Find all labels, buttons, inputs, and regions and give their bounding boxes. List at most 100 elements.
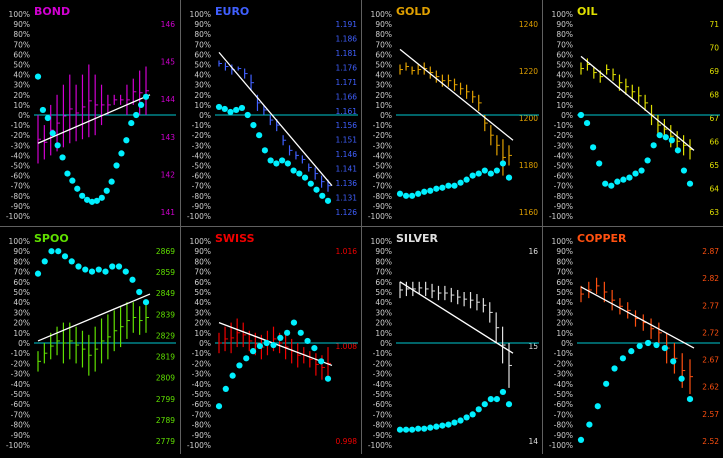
gold-pct-marker <box>499 160 507 167</box>
bond-trend-line <box>37 94 151 144</box>
bond-price-tick: 143 <box>161 133 176 142</box>
bond-title: BOND <box>34 5 70 18</box>
euro-price-tick: 1.136 <box>336 179 358 188</box>
gold-pct-marker <box>421 188 428 195</box>
silver-pct-tick: -50% <box>373 390 392 399</box>
spoo-pct-tick: 30% <box>13 308 30 317</box>
euro-pct-tick: -10% <box>192 121 211 130</box>
spoo-pct-tick: -60% <box>11 400 30 409</box>
oil-pct-tick: -90% <box>554 202 573 211</box>
bond-pct-marker <box>74 185 81 192</box>
gold-price-tick: 1160 <box>519 208 538 217</box>
copper-pct-marker <box>636 342 643 350</box>
oil-pct-tick: -100% <box>549 212 573 221</box>
euro-price-tick: 1.186 <box>336 34 358 43</box>
spoo-price-tick: 2859 <box>156 268 175 277</box>
euro-pct-tick: 100% <box>190 10 211 19</box>
oil-pct-marker <box>626 174 633 181</box>
oil-pct-tick: -10% <box>554 121 573 130</box>
silver-pct-marker <box>493 396 500 403</box>
copper-pct-marker <box>594 403 601 410</box>
gold-pct-tick: 0% <box>380 111 392 120</box>
copper-pct-marker <box>678 375 685 382</box>
copper-pct-marker <box>670 358 677 365</box>
gold-pct-marker <box>475 170 482 177</box>
euro-pct-tick: -30% <box>192 141 211 150</box>
silver-pct-marker <box>463 414 470 421</box>
copper-pct-tick: 40% <box>556 298 573 307</box>
spoo-price-tick: 2779 <box>156 437 175 446</box>
spoo-pct-marker <box>115 263 123 270</box>
oil-pct-marker <box>632 170 639 177</box>
bond-pct-marker <box>103 187 110 194</box>
silver-pct-marker <box>481 401 488 408</box>
bond-pct-marker <box>108 178 115 185</box>
spoo-pct-marker <box>109 263 116 270</box>
bond-pct-tick: -60% <box>11 172 30 181</box>
spoo-pct-marker <box>68 258 75 265</box>
swiss-pct-marker <box>290 319 298 326</box>
euro-pct-tick: 60% <box>194 50 211 59</box>
euro-pct-tick: -100% <box>187 212 211 221</box>
gold-pct-marker <box>439 184 446 191</box>
copper-pct-tick: 90% <box>556 247 573 256</box>
silver-pct-tick: 50% <box>375 288 392 297</box>
gold-pct-marker <box>433 185 440 192</box>
copper-pct-tick: 50% <box>556 288 573 297</box>
oil-pct-marker <box>674 147 681 154</box>
bond-pct-marker <box>118 150 125 157</box>
copper-price-tick: 2.57 <box>702 410 719 419</box>
euro-pct-marker <box>284 160 291 167</box>
silver-price-tick: 16 <box>528 247 538 256</box>
bond-pct-tick: -20% <box>11 131 30 140</box>
silver-pct-tick: -70% <box>373 410 392 419</box>
gold-pct-tick: 40% <box>375 71 392 80</box>
swiss-pct-tick: 0% <box>199 339 211 348</box>
silver-pct-tick: 80% <box>375 257 392 266</box>
silver-pct-marker <box>396 426 404 433</box>
gold-pct-marker <box>487 170 494 177</box>
gold-pct-marker <box>505 174 513 181</box>
copper-price-tick: 2.72 <box>702 328 719 337</box>
euro-pct-marker <box>221 105 228 113</box>
oil-pct-tick: -20% <box>554 131 573 140</box>
spoo-pct-tick: 40% <box>13 298 30 307</box>
swiss-pct-tick: -90% <box>192 431 211 440</box>
oil-price-tick: 70 <box>709 44 719 53</box>
gold-pct-tick: -30% <box>373 141 392 150</box>
spoo-pct-marker <box>88 268 96 275</box>
copper-pct-tick: -50% <box>554 390 573 399</box>
gold-pct-tick: -50% <box>373 162 392 171</box>
bond-pct-marker <box>133 111 140 119</box>
silver-pct-marker <box>439 422 446 429</box>
oil-pct-tick: -40% <box>554 151 573 160</box>
bond-pct-tick: 90% <box>13 20 30 29</box>
bond-price-tick: 142 <box>161 170 176 179</box>
spoo-price-tick: 2809 <box>156 374 175 383</box>
spoo-pct-tick: -10% <box>11 349 30 358</box>
spoo-price-tick: 2839 <box>156 310 175 319</box>
euro-pct-tick: -80% <box>192 192 211 201</box>
gold-pct-marker <box>481 167 488 174</box>
silver-pct-marker <box>415 425 422 432</box>
swiss-pct-tick: -20% <box>192 359 211 368</box>
copper-pct-tick: 0% <box>561 339 573 348</box>
oil-pct-marker <box>662 134 669 141</box>
gold-price-tick: 1240 <box>519 20 538 29</box>
euro-price-tick: 1.161 <box>336 107 358 116</box>
gold-pct-tick: 60% <box>375 50 392 59</box>
copper-pct-tick: -60% <box>554 400 573 409</box>
bond-pct-tick: -100% <box>6 212 30 221</box>
copper-pct-tick: 100% <box>552 237 573 246</box>
gold-trend-line <box>399 48 514 141</box>
spoo-pct-marker <box>55 248 62 255</box>
copper-pct-tick: -40% <box>554 380 573 389</box>
gold-pct-tick: -80% <box>373 192 392 201</box>
gold-pct-marker <box>493 167 500 174</box>
silver-pct-tick: -90% <box>373 431 392 440</box>
bond-pct-marker <box>83 196 91 203</box>
swiss-pct-tick: -10% <box>192 349 211 358</box>
swiss-pct-marker <box>318 358 325 365</box>
copper-pct-marker <box>686 396 694 403</box>
